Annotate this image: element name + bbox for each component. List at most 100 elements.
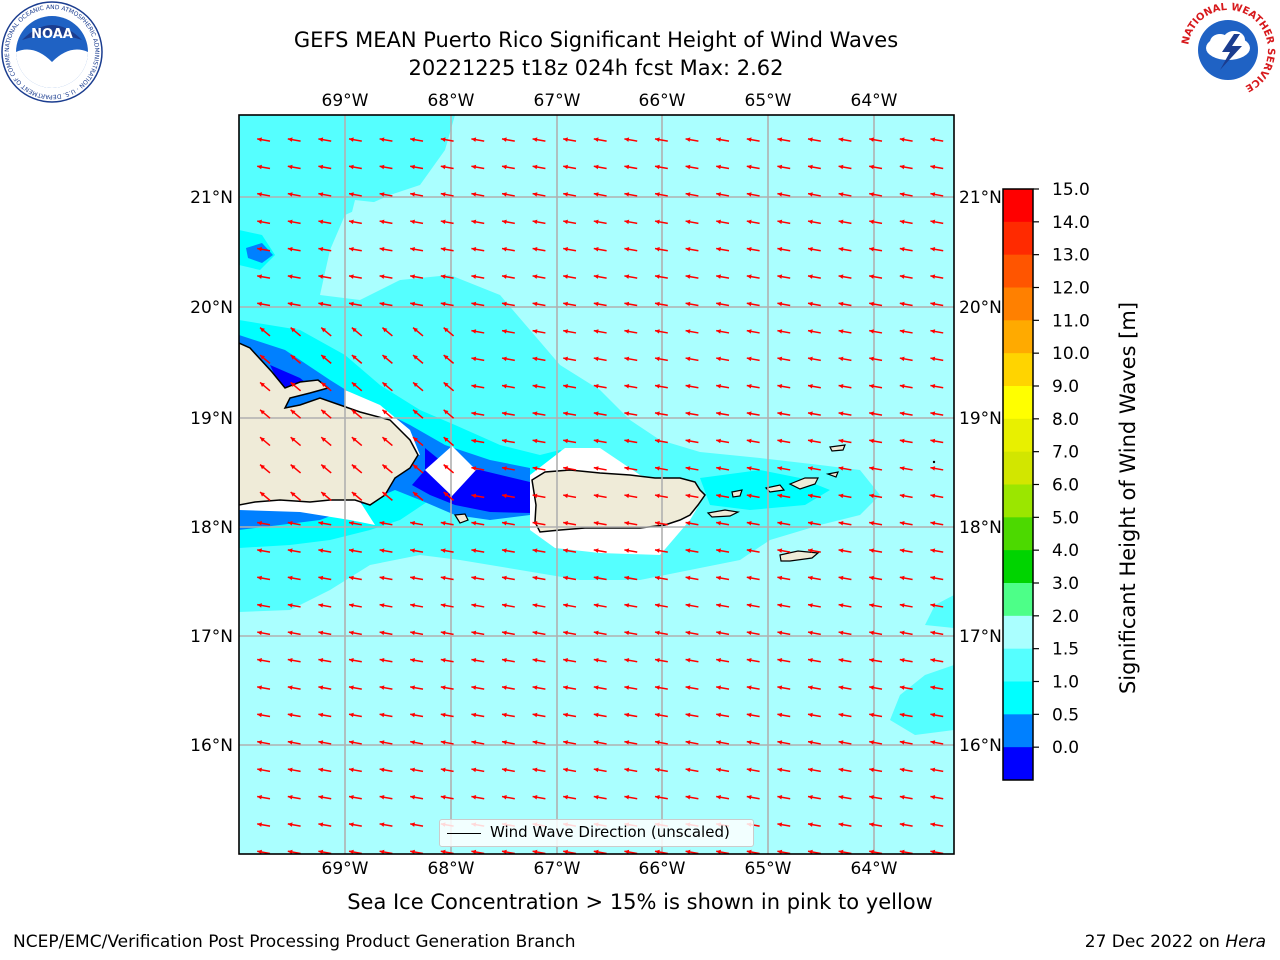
- direction-arrow-head: [899, 521, 905, 526]
- direction-arrow-head: [838, 247, 844, 252]
- legend-line-sample: [447, 833, 481, 834]
- direction-arrow-head: [746, 137, 752, 142]
- direction-arrow-head: [532, 603, 538, 608]
- direction-arrow-head: [348, 630, 354, 636]
- lat-tick-left: 17°N: [190, 627, 233, 647]
- direction-arrow-head: [348, 521, 354, 526]
- direction-arrow-head: [287, 192, 293, 197]
- direction-arrow-head: [930, 438, 936, 444]
- direction-arrow-head: [777, 274, 783, 279]
- direction-arrow-head: [287, 164, 293, 170]
- direction-arrow-head: [290, 464, 296, 470]
- direction-arrow-head: [654, 329, 660, 334]
- direction-arrow-head: [593, 137, 599, 142]
- direction-arrow-head: [685, 219, 691, 225]
- direction-arrow-head: [777, 192, 783, 197]
- direction-arrow-head: [716, 356, 721, 362]
- direction-arrow-head: [260, 492, 265, 497]
- direction-arrow-head: [746, 192, 752, 197]
- direction-arrow-head: [777, 301, 783, 307]
- direction-arrow-head: [471, 575, 477, 581]
- direction-arrow-head: [563, 411, 568, 416]
- direction-arrow-head: [287, 849, 293, 854]
- lat-tick-right: 17°N: [959, 627, 1002, 647]
- land-st-john-bvi: [788, 477, 819, 490]
- direction-arrow-head: [348, 575, 354, 581]
- direction-arrow-head: [807, 795, 813, 800]
- direction-arrow-head: [440, 192, 446, 197]
- direction-arrow-head: [685, 301, 691, 307]
- direction-arrow-head: [716, 247, 721, 252]
- direction-arrow-head: [563, 164, 568, 170]
- footer-date: 27 Dec 2022 on Hera: [1085, 932, 1266, 952]
- direction-arrow-head: [777, 548, 783, 553]
- direction-arrow-head: [807, 411, 813, 416]
- direction-arrow-head: [443, 492, 449, 497]
- direction-arrow-head: [624, 685, 630, 690]
- direction-arrow-head: [685, 411, 691, 416]
- direction-arrow-head: [624, 466, 630, 471]
- direction-arrow-head: [471, 685, 477, 690]
- direction-arrow-head: [501, 493, 507, 499]
- map-subtitle: 20221225 t18z 024h fcst Max: 2.62: [408, 56, 784, 80]
- direction-arrow-head: [807, 493, 813, 499]
- land-sombrero: [825, 471, 839, 478]
- direction-arrow-head: [838, 740, 844, 745]
- direction-arrow-head: [410, 685, 415, 690]
- direction-arrow-head: [807, 301, 813, 307]
- direction-arrow-head: [777, 849, 783, 854]
- colorbar-tick-label: 1.0: [1052, 673, 1079, 693]
- colorbar-tick-label: 7.0: [1052, 443, 1079, 463]
- lon-tick-top: 67°W: [534, 91, 581, 111]
- direction-arrow-head: [290, 382, 296, 388]
- direction-arrow-head: [257, 795, 262, 800]
- direction-arrow-head: [563, 548, 568, 553]
- direction-arrow-head: [930, 274, 936, 279]
- direction-arrow-head: [413, 437, 418, 442]
- direction-arrow-head: [899, 493, 905, 499]
- direction-arrow-head: [379, 219, 385, 225]
- direction-arrow-head: [899, 658, 905, 663]
- direction-arrow-head: [807, 630, 813, 636]
- lon-tick-top: 69°W: [322, 91, 369, 111]
- direction-arrow-head: [746, 521, 752, 526]
- direction-arrow-head: [716, 411, 721, 416]
- direction-arrow-head: [563, 849, 568, 854]
- direction-arrow-head: [685, 274, 691, 279]
- direction-arrow-head: [777, 411, 783, 416]
- direction-arrow-head: [807, 247, 813, 252]
- direction-arrow-head: [654, 740, 660, 745]
- direction-arrow-head: [379, 740, 385, 745]
- direction-arrow-head: [930, 411, 936, 416]
- direction-arrow-head: [899, 301, 905, 307]
- direction-arrow-head: [746, 658, 752, 663]
- direction-arrow-head: [807, 822, 813, 827]
- direction-arrow-head: [869, 466, 874, 471]
- direction-arrow-head: [382, 409, 388, 415]
- direction-arrow-head: [654, 274, 660, 279]
- colorbar-segment: [1003, 418, 1033, 453]
- direction-arrow-head: [593, 575, 599, 581]
- direction-arrow-head: [532, 192, 538, 197]
- direction-arrow-head: [501, 329, 507, 334]
- direction-arrow-head: [501, 603, 507, 608]
- direction-arrow-head: [410, 575, 415, 581]
- direction-arrow-head: [899, 411, 905, 416]
- direction-arrow-head: [654, 137, 660, 142]
- direction-arrow-head: [930, 548, 936, 553]
- lon-tick-top: 68°W: [428, 91, 475, 111]
- direction-arrow-head: [471, 849, 477, 854]
- direction-arrow-head: [413, 464, 418, 470]
- direction-arrow-head: [624, 356, 630, 362]
- colorbar-segment: [1003, 681, 1033, 715]
- direction-arrow-head: [869, 548, 874, 553]
- direction-arrow-head: [410, 630, 415, 636]
- direction-arrow-head: [532, 247, 538, 252]
- legend-label: Wind Wave Direction (unscaled): [490, 823, 730, 841]
- direction-arrow-head: [501, 192, 507, 197]
- direction-arrow-head: [501, 438, 507, 444]
- direction-arrow-head: [716, 712, 721, 718]
- direction-arrow-head: [413, 327, 418, 333]
- direction-arrow-head: [379, 685, 385, 690]
- direction-arrow-head: [624, 219, 630, 225]
